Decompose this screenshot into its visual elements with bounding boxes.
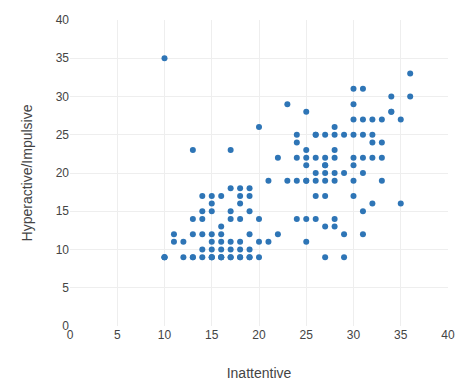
svg-text:0: 0 bbox=[62, 319, 69, 333]
svg-text:35: 35 bbox=[394, 328, 408, 342]
svg-text:25: 25 bbox=[56, 128, 70, 142]
svg-text:30: 30 bbox=[347, 328, 361, 342]
svg-text:Inattentive: Inattentive bbox=[227, 365, 292, 381]
svg-text:35: 35 bbox=[56, 51, 70, 65]
svg-text:20: 20 bbox=[252, 328, 266, 342]
svg-text:10: 10 bbox=[56, 243, 70, 257]
svg-text:15: 15 bbox=[56, 204, 70, 218]
svg-text:0: 0 bbox=[67, 328, 74, 342]
svg-text:30: 30 bbox=[56, 90, 70, 104]
svg-text:Hyperactive/Impulsive: Hyperactive/Impulsive bbox=[19, 104, 35, 241]
svg-text:40: 40 bbox=[56, 13, 70, 27]
svg-text:15: 15 bbox=[205, 328, 219, 342]
svg-text:10: 10 bbox=[158, 328, 172, 342]
svg-text:5: 5 bbox=[114, 328, 121, 342]
svg-text:25: 25 bbox=[300, 328, 314, 342]
svg-text:20: 20 bbox=[56, 166, 70, 180]
svg-text:40: 40 bbox=[441, 328, 455, 342]
svg-text:5: 5 bbox=[62, 281, 69, 295]
